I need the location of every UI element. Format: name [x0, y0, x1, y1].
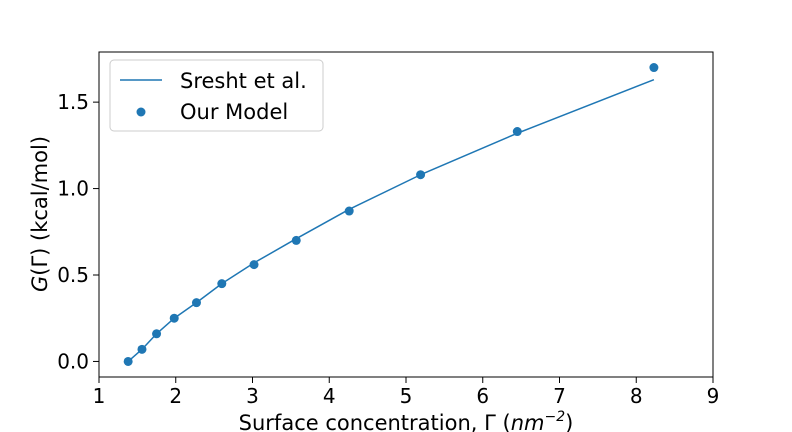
points-layer: [123, 63, 659, 366]
data-point-our-model: [344, 206, 354, 216]
data-point-our-model: [123, 356, 133, 366]
data-point-our-model: [169, 313, 179, 323]
legend-label-sresht: Sresht et al.: [180, 69, 307, 93]
legend-label-our-model: Our Model: [180, 100, 288, 124]
y-tick-label: 0.5: [57, 263, 89, 287]
y-tick-label: 0.0: [57, 349, 89, 373]
y-tick-label: 1.0: [57, 177, 89, 201]
y-axis-label: G(Γ) (kcal/mol): [28, 136, 52, 292]
y-axis-ticks: 0.0 0.5 1.0 1.5: [57, 90, 99, 373]
legend-point-marker: [136, 107, 146, 117]
data-point-our-model: [416, 170, 426, 180]
x-tick-label: 7: [553, 384, 566, 408]
legend-box: [109, 59, 324, 132]
x-tick-label: 8: [630, 384, 643, 408]
x-tick-label: 4: [323, 384, 336, 408]
data-point-our-model: [137, 344, 147, 354]
data-point-our-model: [249, 260, 259, 270]
x-tick-label: 5: [400, 384, 413, 408]
x-axis-ticks: 1 2 3 4 5 6 7 8 9: [93, 377, 720, 408]
data-point-our-model: [512, 127, 522, 137]
x-tick-label: 3: [246, 384, 259, 408]
data-point-our-model: [291, 235, 301, 245]
data-point-our-model: [152, 329, 162, 339]
x-axis-label: Surface concentration, Γ (nm−2): [239, 409, 574, 432]
data-point-our-model: [191, 298, 201, 308]
data-point-our-model: [217, 279, 227, 289]
legend: Sresht et al. Our Model: [109, 59, 324, 132]
x-tick-label: 9: [707, 384, 720, 408]
x-tick-label: 1: [93, 384, 106, 408]
y-tick-label: 1.5: [57, 90, 89, 114]
x-tick-label: 2: [169, 384, 182, 408]
data-point-our-model: [649, 63, 659, 73]
x-tick-label: 6: [476, 384, 489, 408]
